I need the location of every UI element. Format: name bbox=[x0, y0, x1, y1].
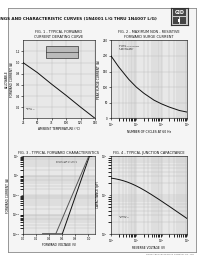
Text: FIG. 1 - TYPICAL FORWARD
CURRENT DERATING CURVE: FIG. 1 - TYPICAL FORWARD CURRENT DERATIN… bbox=[34, 30, 84, 39]
Text: NOTES:
Ta=25°C: NOTES: Ta=25°C bbox=[26, 108, 34, 110]
Text: GOOD-ARK ELECTRONICS COMPANY CO., LTD: GOOD-ARK ELECTRONICS COMPANY CO., LTD bbox=[146, 254, 194, 255]
X-axis label: NUMBER OF CYCLES AT 60 Hz: NUMBER OF CYCLES AT 60 Hz bbox=[127, 130, 171, 134]
Bar bbox=[180, 17, 186, 24]
Text: FIG. 3 - TYPICAL FORWARD CHARACTERISTICS: FIG. 3 - TYPICAL FORWARD CHARACTERISTICS bbox=[18, 151, 100, 155]
Text: f=1MHz
TA=25°C: f=1MHz TA=25°C bbox=[119, 216, 128, 218]
Bar bbox=[46, 46, 78, 58]
Bar bbox=[173, 9, 186, 16]
X-axis label: REVERSE VOLTAGE (V): REVERSE VOLTAGE (V) bbox=[132, 246, 166, 250]
Text: RATINGS AND CHARACTERISTIC CURVES (1N4001 L/G THRU 1N4007 L/G): RATINGS AND CHARACTERISTIC CURVES (1N400… bbox=[0, 16, 157, 20]
Y-axis label: ALLOWABLE
FORWARD CURRENT (A): ALLOWABLE FORWARD CURRENT (A) bbox=[5, 62, 14, 97]
Y-axis label: PEAK SURGE CURRENT (A): PEAK SURGE CURRENT (A) bbox=[97, 60, 101, 99]
Text: LEGEND
1 Cycle Single Phase
5 Per Mfr. Spec
JEDEC Method: LEGEND 1 Cycle Single Phase 5 Per Mfr. S… bbox=[119, 45, 139, 50]
Bar bbox=[178, 19, 180, 22]
Text: FIG. 2 - MAXIMUM NON - RESISTIVE
FORWARD SURGE CURRENT: FIG. 2 - MAXIMUM NON - RESISTIVE FORWARD… bbox=[118, 30, 180, 39]
X-axis label: AMBIENT TEMPERATURE (°C): AMBIENT TEMPERATURE (°C) bbox=[38, 127, 80, 131]
Text: FIG. 4 - TYPICAL JUNCTION CAPACITANCE: FIG. 4 - TYPICAL JUNCTION CAPACITANCE bbox=[113, 151, 185, 155]
Bar bbox=[173, 17, 179, 24]
X-axis label: FORWARD VOLTAGE (V): FORWARD VOLTAGE (V) bbox=[42, 243, 76, 246]
Text: SOLID LINE: TA=25°C
DASH LINE: TJ=100°C: SOLID LINE: TA=25°C DASH LINE: TJ=100°C bbox=[56, 160, 77, 163]
Y-axis label: FORWARD CURRENT (A): FORWARD CURRENT (A) bbox=[6, 177, 10, 213]
Y-axis label: CAPACITANCE (pF): CAPACITANCE (pF) bbox=[96, 181, 100, 209]
Text: GID: GID bbox=[175, 10, 184, 15]
